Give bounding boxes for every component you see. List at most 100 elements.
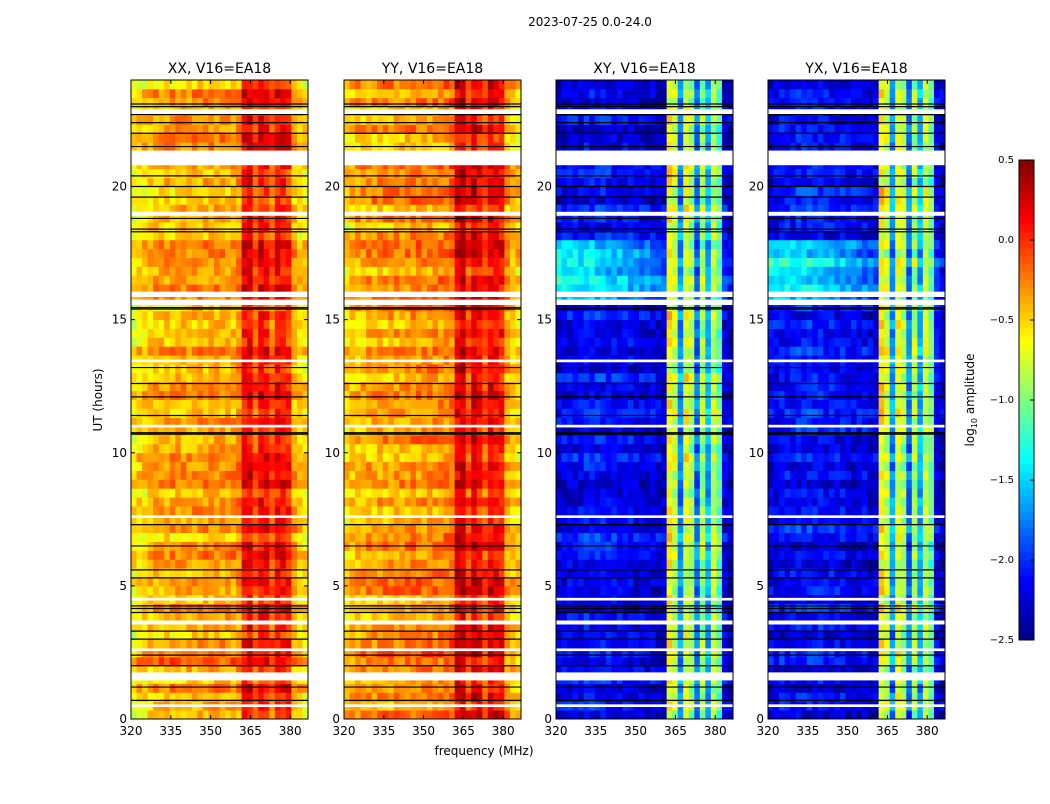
heatmap-cell — [399, 266, 405, 275]
heatmap-cell — [214, 550, 220, 559]
heatmap-cell — [455, 453, 461, 462]
heatmap-cell — [148, 311, 154, 320]
heatmap-cell — [477, 639, 483, 648]
heatmap-cell — [562, 710, 568, 719]
heatmap-cell — [394, 329, 400, 338]
heatmap-cell — [247, 684, 253, 693]
heatmap-cell — [377, 222, 383, 231]
heatmap-cell — [466, 89, 472, 98]
heatmap-cell — [247, 133, 253, 142]
heatmap-cell — [477, 444, 483, 453]
heatmap-cell — [499, 462, 505, 471]
heatmap-cell — [405, 116, 411, 125]
heatmap-cell — [377, 98, 383, 107]
heatmap-cell — [438, 364, 444, 373]
heatmap-cell — [488, 329, 494, 338]
heatmap-cell — [683, 684, 689, 693]
heatmap-cell — [460, 329, 466, 338]
heatmap-cell — [405, 479, 411, 488]
heatmap-cell — [471, 488, 477, 497]
heatmap-cell — [220, 497, 226, 506]
heatmap-cell — [264, 471, 270, 480]
heatmap-cell — [175, 559, 181, 568]
heatmap-cell — [164, 98, 170, 107]
heatmap-cell — [225, 116, 231, 125]
heatmap-cell — [148, 639, 154, 648]
heatmap-cell — [433, 497, 439, 506]
heatmap-cell — [186, 364, 192, 373]
heatmap-cell — [159, 116, 165, 125]
heatmap-cell — [253, 266, 259, 275]
heatmap-cell — [280, 559, 286, 568]
heatmap-cell — [181, 462, 187, 471]
heatmap-cell — [639, 657, 645, 666]
heatmap-cell — [214, 80, 220, 89]
heatmap-cell — [433, 639, 439, 648]
heatmap-cell — [148, 559, 154, 568]
heatmap-cell — [170, 169, 176, 178]
heatmap-cell — [258, 98, 264, 107]
heatmap-cell — [477, 240, 483, 249]
heatmap-cell — [280, 133, 286, 142]
heatmap-cell — [482, 80, 488, 89]
heatmap-cell — [344, 178, 350, 187]
heatmap-cell — [214, 249, 220, 258]
heatmap-cell — [148, 275, 154, 284]
heatmap-cell — [153, 453, 159, 462]
heatmap-cell — [410, 187, 416, 196]
heatmap-cell — [482, 116, 488, 125]
heatmap-cell — [350, 506, 356, 515]
heatmap-cell — [366, 639, 372, 648]
heatmap-cell — [236, 187, 242, 196]
heatmap-cell — [372, 684, 378, 693]
heatmap-cell — [471, 80, 477, 89]
heatmap-cell — [405, 249, 411, 258]
heatmap-cell — [197, 479, 203, 488]
heatmap-cell — [148, 488, 154, 497]
heatmap-cell — [242, 222, 248, 231]
heatmap-cell — [297, 258, 303, 267]
heatmap-cell — [197, 391, 203, 400]
heatmap-cell — [153, 169, 159, 178]
heatmap-cell — [280, 684, 286, 693]
heatmap-cell — [231, 249, 237, 258]
heatmap-cell — [291, 471, 297, 480]
heatmap-cell — [197, 710, 203, 719]
heatmap-cell — [388, 320, 394, 329]
heatmap-cell — [131, 613, 137, 622]
heatmap-cell — [186, 639, 192, 648]
heatmap-cell — [372, 346, 378, 355]
heatmap-cell — [153, 391, 159, 400]
heatmap-cell — [455, 133, 461, 142]
heatmap-cell — [291, 444, 297, 453]
heatmap-cell — [460, 506, 466, 515]
heatmap-cell — [148, 497, 154, 506]
heatmap-cell — [148, 684, 154, 693]
heatmap-cell — [220, 187, 226, 196]
heatmap-cell — [214, 684, 220, 693]
heatmap-cell — [460, 586, 466, 595]
heatmap-cell — [482, 266, 488, 275]
heatmap-cell — [181, 435, 187, 444]
heatmap-cell — [280, 266, 286, 275]
heatmap-cell — [214, 710, 220, 719]
heatmap-cell — [482, 497, 488, 506]
heatmap-cell — [137, 533, 143, 542]
heatmap-cell — [286, 488, 292, 497]
heatmap-cell — [421, 275, 427, 284]
heatmap-cell — [231, 116, 237, 125]
heatmap-cell — [383, 116, 389, 125]
heatmap-cell — [427, 329, 433, 338]
y-tick-label: 0 — [119, 712, 127, 726]
heatmap-cell — [231, 453, 237, 462]
heatmap-cell — [416, 222, 422, 231]
heatmap-cell — [247, 124, 253, 133]
heatmap-cell — [231, 80, 237, 89]
heatmap-cell — [449, 613, 455, 622]
heatmap-cell — [280, 471, 286, 480]
heatmap-cell — [405, 506, 411, 515]
heatmap-cell — [477, 488, 483, 497]
heatmap-cell — [275, 275, 281, 284]
heatmap-cell — [377, 133, 383, 142]
